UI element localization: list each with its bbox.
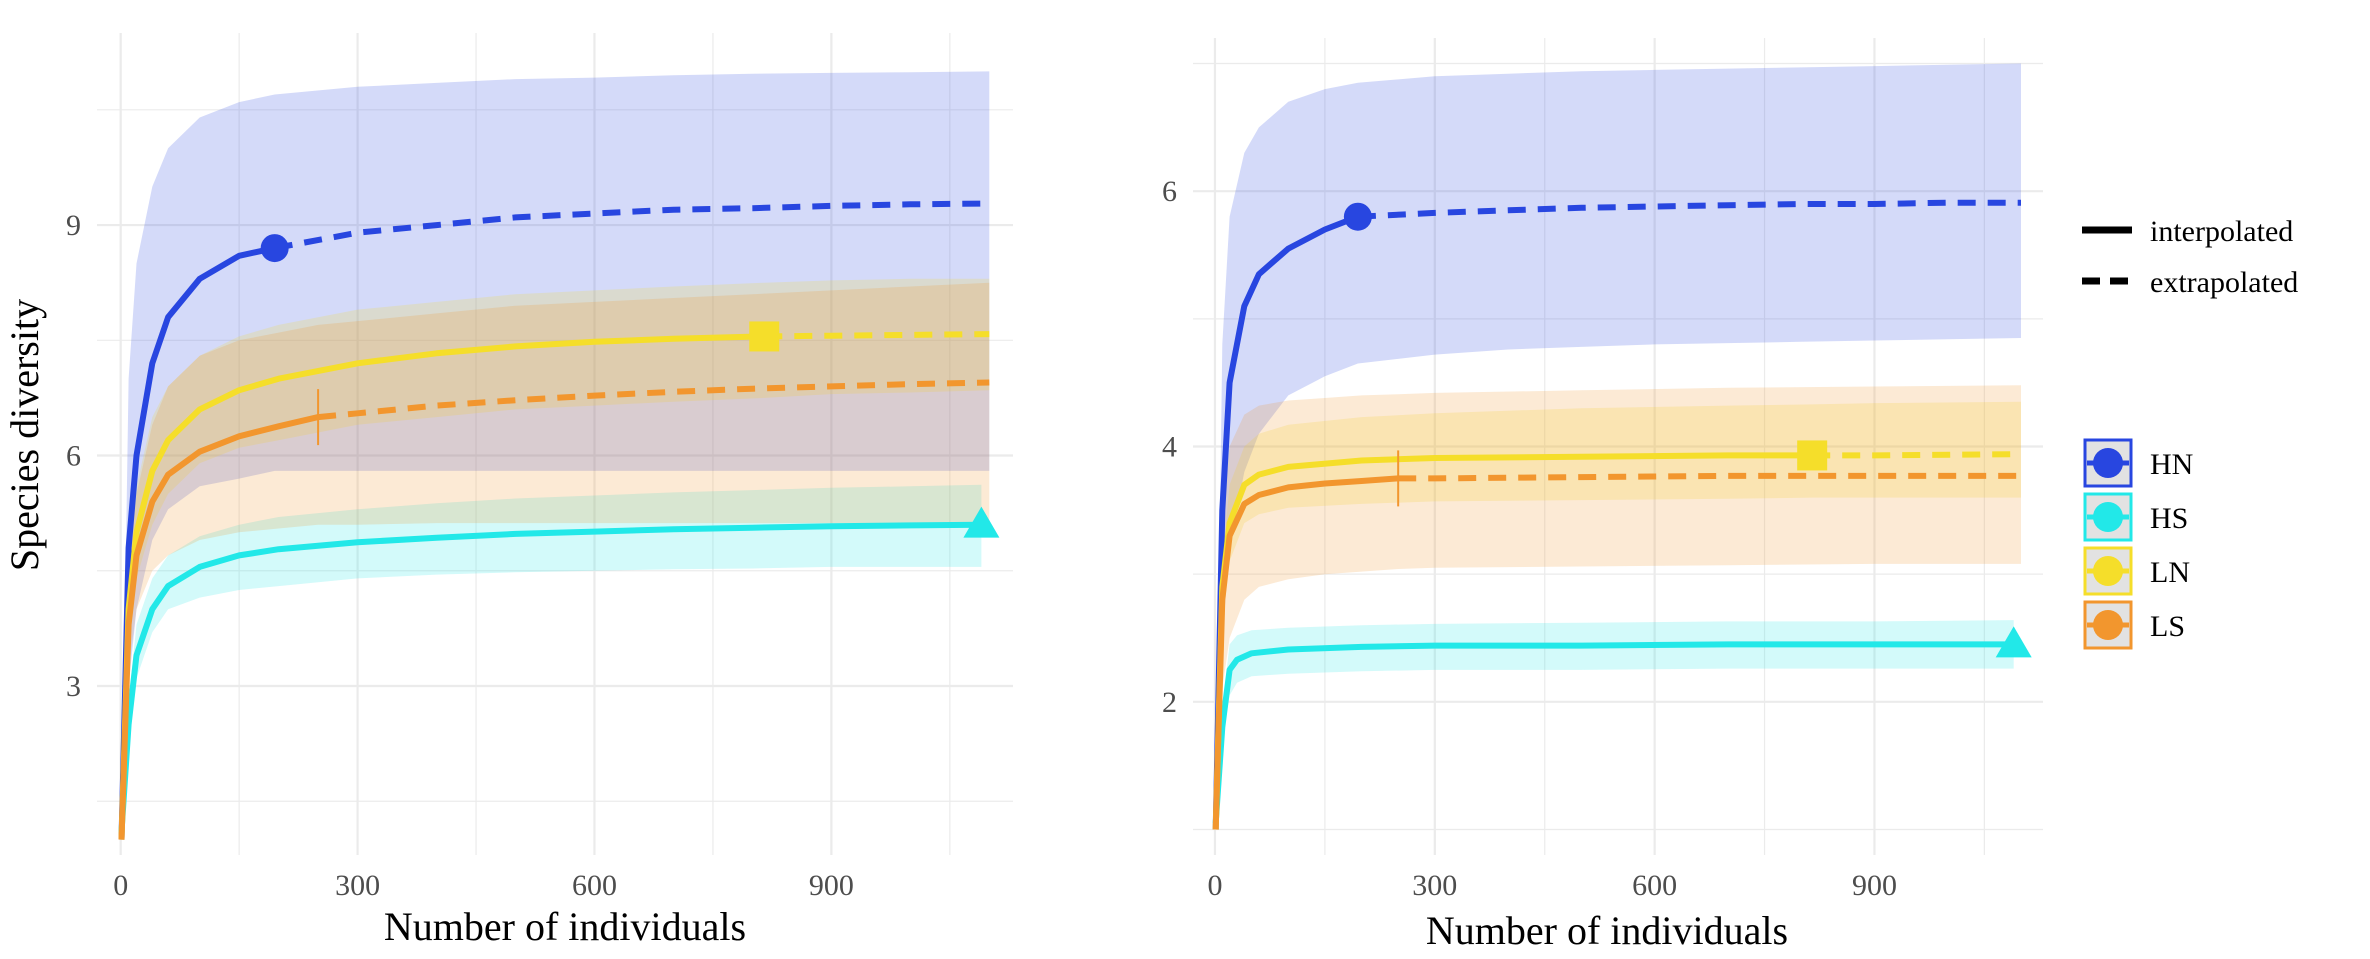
line-extrapolated-ls	[317, 379, 990, 421]
marker-hs	[963, 506, 1000, 538]
right-observed-markers	[1343, 202, 2032, 658]
line-extrapolated-ln	[1812, 451, 2022, 459]
legend-item-hn: HN	[2083, 438, 2193, 488]
left-y-tick-label: 6	[66, 440, 81, 473]
ribbon-ls	[1215, 385, 2021, 830]
line-extrapolated-ln	[764, 331, 990, 340]
legend-key-dot	[2093, 610, 2123, 640]
legend-method-interpolated: interpolated	[2082, 215, 2293, 248]
line-interpolated-ln	[118, 333, 765, 840]
left-confidence-ribbons	[121, 71, 990, 840]
left-x-axis-title: Number of individuals	[384, 904, 746, 949]
legend-key-dot	[2093, 502, 2123, 532]
line-interpolated-hs	[118, 521, 982, 833]
left-series-lines	[118, 200, 990, 840]
left-x-tick-label: 600	[572, 869, 617, 902]
line-interpolated-hs	[1212, 641, 2014, 824]
right-series-lines	[1212, 199, 2022, 830]
marker-hs	[1995, 626, 2032, 658]
legend-group-label: LS	[2150, 610, 2185, 643]
legend-extrapolated-label: extrapolated	[2150, 266, 2298, 299]
right-panel: 0 300 600 900 2 4 6 Number of individuals	[1162, 38, 2043, 953]
legend: interpolated extrapolated HN HS LN LS	[2082, 215, 2298, 650]
right-tick-labels: 0 300 600 900 2 4 6	[1162, 175, 1897, 902]
legend-groups: HN HS LN LS	[2083, 438, 2193, 650]
right-y-tick-label: 4	[1162, 431, 1177, 464]
ribbon-hn	[121, 71, 990, 840]
right-confidence-ribbons	[1215, 63, 2021, 830]
legend-item-ln: LN	[2083, 546, 2190, 596]
legend-key-dot	[2093, 556, 2123, 586]
line-interpolated-hn	[1212, 213, 1359, 830]
legend-interpolated-label: interpolated	[2150, 215, 2293, 248]
line-interpolated-ls	[118, 414, 319, 840]
marker-ln	[749, 321, 780, 352]
left-y-axis-title: Species diversity	[2, 299, 47, 571]
line-interpolated-hn	[118, 245, 276, 840]
legend-item-ls: LS	[2083, 600, 2185, 650]
right-x-axis-title: Number of individuals	[1426, 908, 1788, 953]
line-extrapolated-ls	[1398, 472, 2021, 482]
legend-group-label: HS	[2150, 502, 2188, 535]
ribbon-ls	[121, 282, 990, 840]
line-extrapolated-hn	[1357, 199, 2021, 220]
right-x-tick-label: 900	[1852, 869, 1897, 902]
ribbon-ln	[121, 278, 990, 840]
ribbon-hs	[1215, 620, 2014, 824]
legend-key-dot	[2093, 448, 2123, 478]
left-y-tick-label: 9	[66, 209, 81, 242]
line-extrapolated-hn	[274, 200, 990, 252]
legend-method-extrapolated: extrapolated	[2082, 266, 2298, 299]
left-panel: 0 300 600 900 3 6 9 Number of individuals Spec…	[2, 33, 1013, 949]
left-grid	[97, 33, 1013, 855]
marker-hn	[1343, 202, 1372, 231]
left-y-tick-label: 3	[66, 670, 81, 703]
line-interpolated-ls	[1212, 475, 1399, 830]
marker-hn	[260, 234, 289, 263]
legend-group-label: HN	[2150, 448, 2193, 481]
left-x-tick-label: 900	[809, 869, 854, 902]
legend-item-hs: HS	[2083, 492, 2188, 542]
left-x-tick-label: 0	[113, 869, 128, 902]
right-grid	[1193, 38, 2043, 855]
right-y-tick-label: 2	[1162, 686, 1177, 719]
left-tick-labels: 0 300 600 900 3 6 9	[66, 209, 854, 902]
marker-ln	[1797, 440, 1828, 471]
left-x-tick-label: 300	[335, 869, 380, 902]
ribbon-hs	[121, 484, 982, 832]
right-x-tick-label: 600	[1632, 869, 1677, 902]
ribbon-hn	[1215, 63, 2021, 830]
left-observed-markers	[260, 234, 1000, 538]
right-x-tick-label: 300	[1412, 869, 1457, 902]
right-y-tick-label: 6	[1162, 175, 1177, 208]
legend-group-label: LN	[2150, 556, 2190, 589]
right-x-tick-label: 0	[1207, 869, 1222, 902]
ribbon-ln	[1215, 401, 2021, 830]
